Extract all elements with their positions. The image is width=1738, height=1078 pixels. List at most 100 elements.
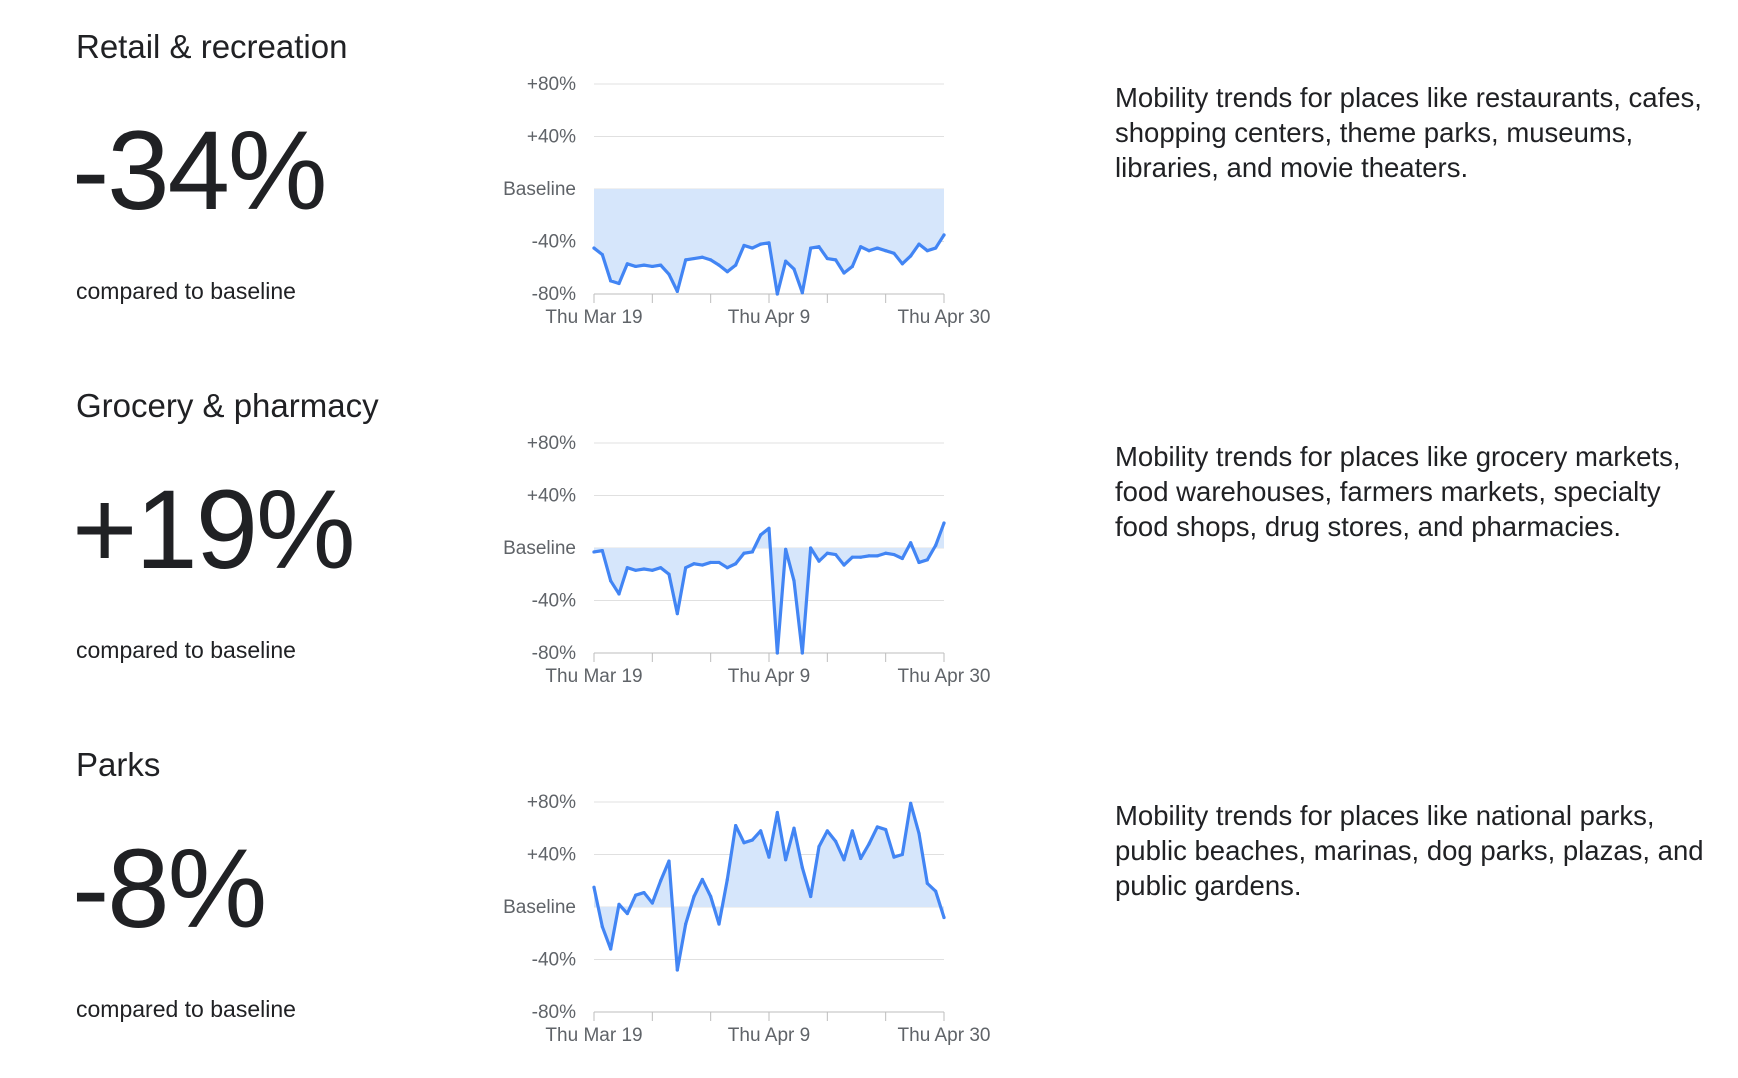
- data-point: [842, 858, 846, 862]
- data-point: [600, 253, 604, 257]
- comparison-label: compared to baseline: [76, 996, 296, 1022]
- data-point: [667, 272, 671, 276]
- section-retail-recreation: Retail & recreation -34% compared to bas…: [0, 0, 1738, 360]
- y-tick-label: +80%: [527, 74, 576, 95]
- data-point: [642, 890, 646, 895]
- category-title: Grocery & pharmacy: [76, 387, 379, 424]
- data-point: [709, 258, 713, 262]
- y-tick-label: +40%: [527, 845, 576, 866]
- data-point: [817, 845, 821, 849]
- data-point: [667, 572, 671, 576]
- data-point: [892, 552, 896, 557]
- data-point: [917, 560, 921, 565]
- data-point: [859, 856, 863, 861]
- data-point: [759, 242, 763, 246]
- data-point: [684, 922, 688, 926]
- data-point: [850, 555, 854, 559]
- data-point: [600, 549, 604, 553]
- data-point: [725, 877, 729, 882]
- data-point: [634, 568, 638, 572]
- data-point: [884, 551, 888, 555]
- data-point: [734, 824, 738, 828]
- baseline-deviation-area: [594, 523, 944, 653]
- data-point: [909, 541, 913, 545]
- x-tick-label: Thu Apr 30: [898, 307, 991, 328]
- data-point: [775, 651, 779, 655]
- category-description: Mobility trends for places like restaura…: [1115, 82, 1702, 183]
- data-point: [834, 839, 838, 843]
- data-point: [900, 852, 904, 857]
- percent-change: -8%: [72, 826, 267, 951]
- data-point: [917, 242, 921, 246]
- data-point: [617, 281, 621, 286]
- data-point: [659, 566, 663, 570]
- data-point: [867, 554, 871, 558]
- data-point: [717, 560, 721, 565]
- data-point: [659, 879, 663, 883]
- data-point: [784, 858, 788, 862]
- data-point: [625, 911, 629, 916]
- data-point: [884, 827, 888, 832]
- section-grocery-pharmacy: Grocery & pharmacy +19% compared to base…: [0, 359, 1738, 719]
- data-point: [842, 563, 846, 567]
- data-point: [817, 559, 821, 563]
- y-tick-label: +40%: [527, 127, 576, 148]
- data-point: [925, 249, 929, 253]
- y-tick-label: Baseline: [503, 179, 576, 200]
- data-point: [692, 256, 696, 261]
- data-point: [709, 560, 713, 565]
- trend-chart-retail: +80% +40% Baseline -40% -80%Thu Mar 19 Thu Ap…: [503, 74, 991, 328]
- data-point: [725, 566, 729, 570]
- y-tick-label: +80%: [527, 433, 576, 454]
- data-point: [800, 866, 804, 870]
- data-point: [700, 563, 704, 567]
- data-point: [875, 554, 879, 558]
- data-point: [759, 533, 763, 537]
- data-point: [617, 592, 621, 596]
- data-point: [909, 801, 913, 805]
- data-point: [842, 271, 846, 275]
- data-point: [784, 259, 788, 263]
- data-point: [617, 902, 621, 906]
- x-tick-label: Thu Apr 9: [728, 307, 810, 328]
- trend-line: [592, 521, 946, 655]
- category-title: Parks: [76, 746, 161, 783]
- x-tick-label: Thu Apr 30: [898, 1025, 991, 1046]
- percent-change: -34%: [72, 108, 327, 233]
- data-point: [675, 968, 679, 972]
- comparison-label: compared to baseline: [76, 637, 296, 663]
- data-point: [859, 555, 863, 559]
- data-point: [700, 877, 704, 882]
- data-point: [742, 551, 746, 555]
- data-point: [800, 651, 804, 655]
- y-tick-label: -80%: [532, 1002, 576, 1023]
- data-point: [825, 256, 829, 261]
- data-point: [775, 292, 779, 296]
- data-point: [609, 279, 613, 283]
- data-point: [809, 246, 813, 250]
- data-point: [634, 893, 638, 897]
- y-tick-label: -40%: [532, 232, 576, 253]
- data-point: [650, 901, 654, 905]
- data-point: [717, 922, 721, 926]
- y-tick-label: -40%: [532, 591, 576, 612]
- data-point: [692, 894, 696, 899]
- data-point: [859, 245, 863, 249]
- comparison-label: compared to baseline: [76, 278, 296, 304]
- data-point: [750, 246, 754, 250]
- data-point: [750, 838, 754, 842]
- data-point: [834, 552, 838, 557]
- y-tick-label: +40%: [527, 486, 576, 507]
- data-point: [867, 249, 871, 253]
- x-tick-label: Thu Apr 30: [898, 666, 991, 687]
- data-point: [675, 612, 679, 616]
- data-point: [942, 915, 946, 920]
- data-point: [925, 558, 929, 562]
- y-tick-label: -80%: [532, 643, 576, 664]
- data-point: [600, 925, 604, 929]
- y-tick-label: Baseline: [503, 538, 576, 559]
- data-point: [734, 263, 738, 267]
- data-point: [792, 826, 796, 830]
- x-tick-label: Thu Mar 19: [545, 1025, 642, 1046]
- y-tick-label: -80%: [532, 284, 576, 305]
